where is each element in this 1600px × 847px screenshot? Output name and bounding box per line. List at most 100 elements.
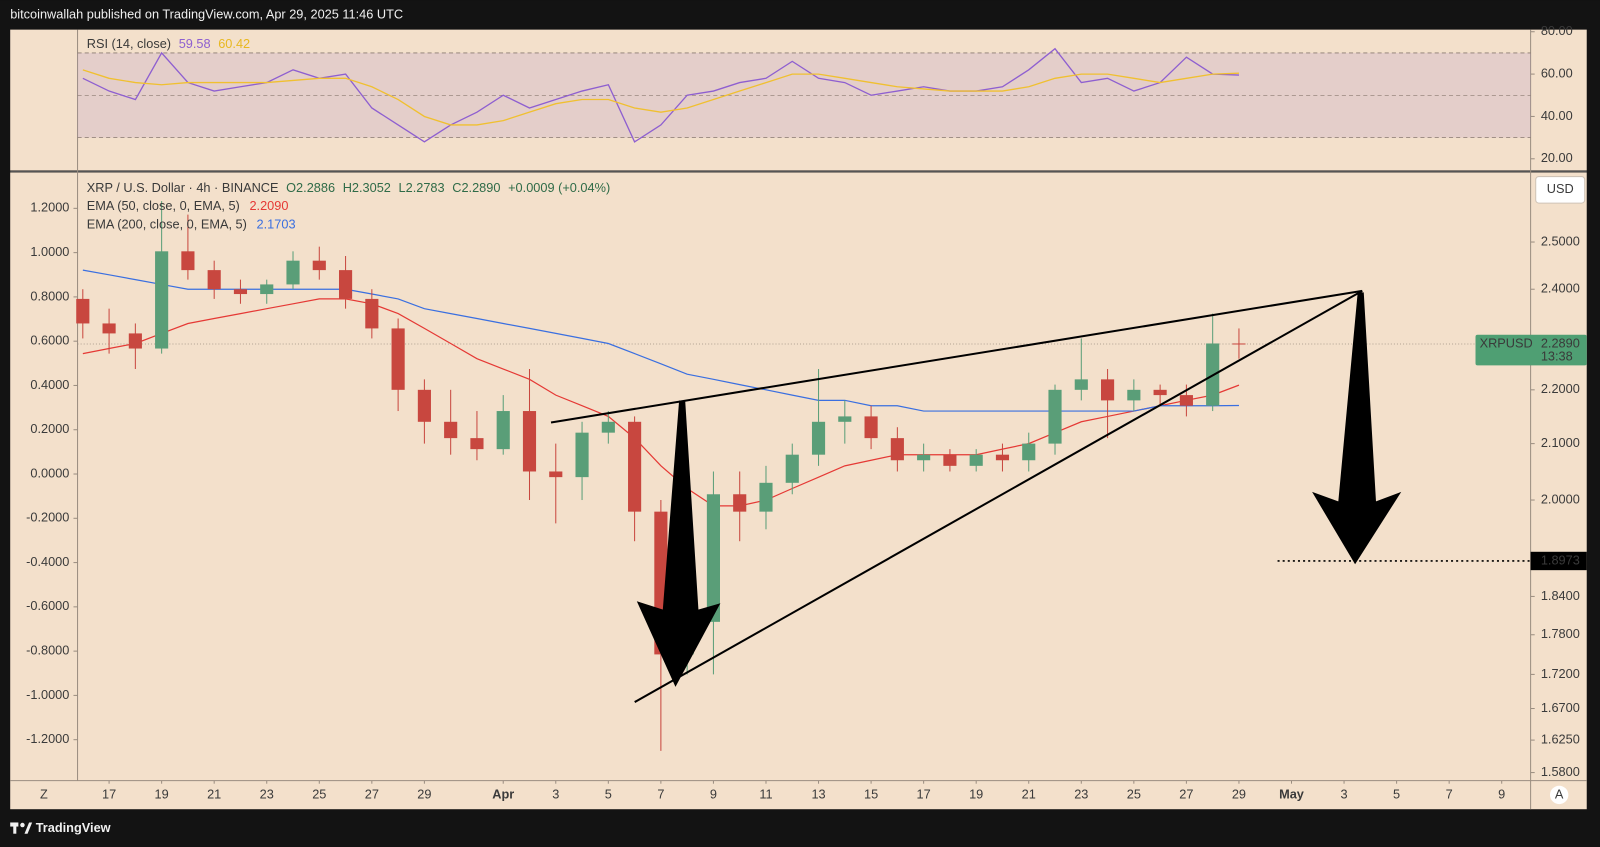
candle-body	[1153, 389, 1167, 396]
ema50-name: EMA (50, close, 0, EMA, 5)	[87, 199, 240, 214]
ohlc-low: L2.2783	[399, 180, 445, 195]
candle-body	[1179, 395, 1193, 406]
candle-body	[365, 298, 379, 329]
ohlc-close: C2.2890	[452, 180, 500, 195]
candle-body	[969, 454, 983, 466]
left-y-tick-label: -0.2000	[26, 510, 69, 525]
logo-part	[13, 822, 17, 834]
x-tick-label: 19	[155, 786, 169, 801]
candle-body	[628, 421, 642, 512]
candle-body	[286, 260, 300, 285]
ohlc-change: +0.0009 (+0.04%)	[508, 180, 610, 195]
ohlc-high: H2.3052	[343, 180, 391, 195]
y-tick-label: 1.6700	[1541, 700, 1580, 715]
left-y-tick-label: 1.0000	[30, 244, 69, 259]
rsi-line	[82, 47, 1240, 143]
candle-body	[890, 438, 904, 461]
ema200-value: 2.1703	[257, 217, 296, 232]
y-tick-label: 2.2000	[1541, 381, 1580, 396]
x-tick-label: Apr	[492, 786, 514, 801]
candle-body	[1232, 343, 1246, 345]
left-y-tick-label: 0.4000	[30, 377, 69, 392]
wedge-upper-line	[550, 289, 1363, 424]
x-tick-label: 27	[1179, 786, 1193, 801]
ema200-name: EMA (200, close, 0, EMA, 5)	[87, 217, 247, 232]
ema-line	[82, 269, 1239, 412]
logo-part	[24, 822, 33, 834]
price-tag-countdown: 13:38	[1541, 349, 1573, 364]
ema-line	[82, 298, 1240, 507]
candle-body	[155, 251, 169, 349]
candle-body	[864, 416, 878, 439]
auto-scale-button[interactable]	[1550, 785, 1569, 805]
y-tick-label: 1.7800	[1541, 626, 1580, 641]
left-y-tick-label: -1.0000	[26, 687, 69, 702]
rsi-line	[82, 69, 1240, 126]
x-tick-label: 3	[552, 786, 559, 801]
candle-body	[76, 298, 90, 324]
x-tick-label: 7	[657, 786, 664, 801]
candle-body	[575, 432, 589, 478]
price-tag	[1475, 334, 1587, 366]
x-tick-label: 25	[312, 786, 326, 801]
candle-body	[1127, 389, 1141, 401]
corner-label-left[interactable]: Z	[40, 786, 48, 801]
time-axis	[10, 780, 1587, 810]
candle-body	[444, 421, 458, 439]
rsi-tick-label: 80.00	[1541, 23, 1573, 38]
candle-body	[1048, 389, 1062, 444]
candle-body	[260, 284, 274, 295]
x-tick-label: 9	[1498, 786, 1505, 801]
corner-label-right[interactable]: A	[1555, 786, 1564, 801]
price-tag-label: 2.2890	[1541, 335, 1580, 350]
symbol-title: XRP / U.S. Dollar · 4h · BINANCE	[87, 180, 279, 195]
price-tag-symbol: XRPUSD	[1480, 335, 1533, 350]
x-tick-label: 5	[605, 786, 612, 801]
candle-body	[181, 251, 195, 271]
target-tag	[1530, 551, 1587, 571]
arrow-down-right	[1312, 292, 1402, 565]
ema50-legend: EMA (50, close, 0, EMA, 5) 2.2090	[87, 199, 289, 214]
candle-body	[601, 421, 615, 433]
x-tick-label: 29	[1232, 786, 1246, 801]
y-tick-label: 1.6250	[1541, 731, 1580, 746]
candle-body	[995, 454, 1010, 461]
currency-label[interactable]: USD	[1547, 181, 1574, 196]
left-y-tick-label: -1.2000	[26, 731, 69, 746]
x-tick-label: 27	[365, 786, 379, 801]
x-tick-label: 19	[969, 786, 983, 801]
x-tick-label: 17	[917, 786, 931, 801]
candle-body	[785, 454, 799, 483]
candle-body	[1101, 379, 1115, 401]
y-tick-label: 2.4000	[1541, 281, 1580, 296]
candle-body	[391, 328, 405, 390]
x-tick-label: 17	[102, 786, 116, 801]
left-y-tick-label: 1.2000	[30, 200, 69, 215]
candle-body	[233, 289, 248, 295]
left-y-tick-label: 0.8000	[30, 288, 69, 303]
x-tick-label: May	[1279, 786, 1305, 801]
y-tick-label: 1.7200	[1541, 666, 1580, 681]
x-tick-label: 23	[260, 786, 274, 801]
x-tick-label: 21	[207, 786, 221, 801]
left-y-tick-label: -0.6000	[26, 598, 69, 613]
y-tick-label: 2.5000	[1541, 233, 1580, 248]
y-tick-label: 1.5800	[1541, 764, 1580, 779]
currency-box[interactable]	[1535, 176, 1586, 204]
x-tick-label: 15	[864, 786, 878, 801]
x-tick-label: 29	[417, 786, 431, 801]
logo-part	[20, 822, 25, 828]
candle-body	[733, 494, 747, 512]
x-tick-label: 13	[811, 786, 825, 801]
drawings	[550, 289, 1402, 703]
x-tick-label: 7	[1446, 786, 1453, 801]
wedge-lower-line	[634, 289, 1363, 703]
candle-body	[706, 494, 720, 622]
candle-body	[128, 333, 142, 349]
rsi-legend-title: RSI (14, close)	[87, 36, 171, 51]
x-tick-label: 11	[759, 786, 772, 801]
rsi-tick-label: 20.00	[1541, 150, 1573, 165]
candle-body	[102, 323, 116, 334]
candle-body	[470, 438, 484, 450]
